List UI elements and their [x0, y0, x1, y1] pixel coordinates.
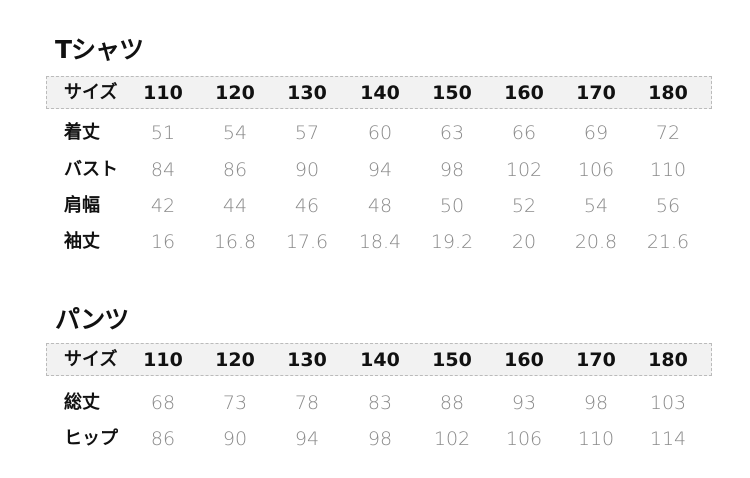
size-170: 170	[576, 349, 616, 371]
table-row: バスト 84 86 90 94 98 102 106 110	[0, 153, 750, 187]
size-140: 140	[360, 82, 400, 104]
size-170: 170	[576, 82, 616, 104]
value-cell: 110	[577, 428, 615, 450]
size-110: 110	[143, 349, 183, 371]
value-cell: 54	[222, 122, 248, 144]
size-160: 160	[504, 349, 544, 371]
header-label: サイズ	[64, 349, 118, 370]
value-cell: 48	[367, 195, 393, 217]
value-cell: 16	[150, 231, 176, 253]
value-cell: 63	[439, 122, 465, 144]
size-180: 180	[648, 82, 688, 104]
value-cell: 18.4	[358, 231, 402, 253]
size-180: 180	[648, 349, 688, 371]
value-cell: 94	[367, 159, 393, 181]
value-cell: 19.2	[430, 231, 474, 253]
size-130: 130	[287, 349, 327, 371]
value-cell: 20.8	[574, 231, 618, 253]
value-cell: 106	[505, 428, 543, 450]
row-label: 袖丈	[64, 231, 100, 252]
table-row: 総丈 68 73 78 83 88 93 98 103	[0, 386, 750, 420]
value-cell: 102	[433, 428, 471, 450]
value-cell: 46	[294, 195, 320, 217]
value-cell: 73	[222, 392, 248, 414]
value-cell: 90	[222, 428, 248, 450]
value-cell: 86	[150, 428, 176, 450]
value-cell: 93	[511, 392, 537, 414]
size-160: 160	[504, 82, 544, 104]
value-cell: 42	[150, 195, 176, 217]
value-cell: 20	[511, 231, 537, 253]
value-cell: 66	[511, 122, 537, 144]
value-cell: 98	[583, 392, 609, 414]
tshirt-header-band	[46, 76, 712, 109]
pants-title: パンツ	[55, 305, 129, 334]
table-row: 袖丈 16 16.8 17.6 18.4 19.2 20 20.8 21.6	[0, 225, 750, 259]
value-cell: 86	[222, 159, 248, 181]
size-120: 120	[215, 82, 255, 104]
row-label: 総丈	[64, 392, 100, 413]
value-cell: 94	[294, 428, 320, 450]
row-label: ヒップ	[64, 428, 118, 449]
value-cell: 103	[649, 392, 687, 414]
value-cell: 17.6	[285, 231, 329, 253]
value-cell: 44	[222, 195, 248, 217]
value-cell: 50	[439, 195, 465, 217]
size-150: 150	[432, 349, 472, 371]
value-cell: 16.8	[213, 231, 257, 253]
value-cell: 98	[367, 428, 393, 450]
value-cell: 106	[577, 159, 615, 181]
value-cell: 54	[583, 195, 609, 217]
table-row: ヒップ 86 90 94 98 102 106 110 114	[0, 422, 750, 456]
row-label: 着丈	[64, 122, 100, 143]
tshirt-header-row: サイズ 110 120 130 140 150 160 170 180	[0, 76, 750, 110]
row-label: 肩幅	[64, 195, 100, 216]
table-row: 肩幅 42 44 46 48 50 52 54 56	[0, 189, 750, 223]
value-cell: 68	[150, 392, 176, 414]
value-cell: 110	[649, 159, 687, 181]
pants-header-row: サイズ 110 120 130 140 150 160 170 180	[0, 343, 750, 377]
value-cell: 21.6	[646, 231, 690, 253]
value-cell: 60	[367, 122, 393, 144]
size-150: 150	[432, 82, 472, 104]
value-cell: 72	[655, 122, 681, 144]
value-cell: 83	[367, 392, 393, 414]
value-cell: 84	[150, 159, 176, 181]
value-cell: 90	[294, 159, 320, 181]
value-cell: 98	[439, 159, 465, 181]
size-120: 120	[215, 349, 255, 371]
pants-header-band	[46, 343, 712, 376]
value-cell: 69	[583, 122, 609, 144]
size-130: 130	[287, 82, 327, 104]
value-cell: 88	[439, 392, 465, 414]
size-140: 140	[360, 349, 400, 371]
tshirt-title: Tシャツ	[55, 35, 144, 64]
value-cell: 56	[655, 195, 681, 217]
value-cell: 57	[294, 122, 320, 144]
value-cell: 51	[150, 122, 176, 144]
row-label: バスト	[64, 159, 118, 180]
value-cell: 114	[649, 428, 687, 450]
header-label: サイズ	[64, 82, 118, 103]
size-110: 110	[143, 82, 183, 104]
value-cell: 78	[294, 392, 320, 414]
value-cell: 102	[505, 159, 543, 181]
table-row: 着丈 51 54 57 60 63 66 69 72	[0, 116, 750, 150]
value-cell: 52	[511, 195, 537, 217]
